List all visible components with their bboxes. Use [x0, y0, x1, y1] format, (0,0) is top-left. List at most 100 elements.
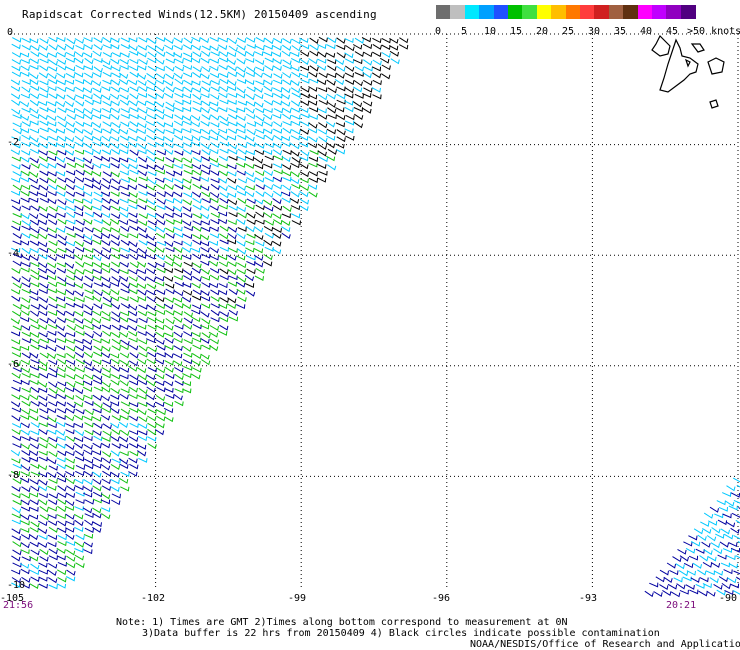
- wind-barb: [246, 268, 256, 275]
- wind-barb: [57, 527, 67, 534]
- wind-barb: [65, 156, 75, 162]
- colorbar-segment: [652, 5, 667, 19]
- wind-barb: [66, 206, 76, 212]
- wind-barb: [155, 380, 165, 386]
- wind-barb: [273, 37, 283, 44]
- wind-barb: [83, 79, 93, 86]
- wind-barb: [182, 142, 192, 148]
- wind-barb: [120, 52, 130, 58]
- wind-barb: [120, 44, 130, 50]
- wind-barb: [47, 177, 57, 184]
- wind-barb: [47, 72, 57, 80]
- wind-barb: [74, 72, 84, 78]
- wind-barb: [100, 442, 111, 449]
- wind-barb: [164, 366, 174, 373]
- wind-barb: [57, 498, 67, 505]
- wind-barb: [120, 163, 130, 170]
- wind-barb: [210, 94, 220, 100]
- wind-barb: [146, 380, 156, 387]
- wind-barb: [38, 428, 48, 436]
- wind-barb: [678, 570, 689, 577]
- wind-barb: [263, 108, 273, 114]
- wind-barb: [174, 324, 184, 330]
- wind-barb: [146, 289, 156, 296]
- wind-barb: [363, 66, 373, 72]
- wind-barb: [723, 533, 734, 540]
- wind-barb: [165, 58, 175, 64]
- wind-barb: [318, 122, 328, 129]
- wind-barb: [733, 535, 740, 540]
- wind-barb: [56, 212, 66, 218]
- wind-barb: [389, 50, 399, 57]
- wind-barb: [146, 246, 157, 253]
- wind-barb: [210, 309, 220, 317]
- wind-barb: [237, 248, 247, 255]
- wind-barb: [192, 169, 202, 176]
- wind-barb: [38, 360, 48, 367]
- wind-barb: [75, 219, 85, 226]
- wind-barb: [254, 59, 265, 66]
- wind-barb: [47, 311, 58, 316]
- wind-barb: [272, 163, 283, 169]
- wind-barb: [21, 232, 31, 239]
- wind-barb: [12, 282, 22, 289]
- wind-barb: [718, 576, 729, 583]
- wind-barb: [325, 155, 336, 162]
- wind-barb: [291, 129, 301, 135]
- wind-barb: [39, 52, 49, 59]
- wind-barb: [262, 149, 273, 155]
- wind-barb: [236, 288, 246, 295]
- wind-barb: [318, 87, 328, 93]
- wind-barb: [110, 240, 120, 247]
- wind-barb: [191, 373, 201, 380]
- wind-barb: [66, 38, 76, 45]
- wind-barb: [201, 45, 211, 51]
- wind-barb: [715, 533, 725, 539]
- wind-barb: [154, 92, 165, 100]
- wind-barb: [138, 402, 148, 407]
- wind-barb: [163, 80, 174, 87]
- wind-barb: [137, 143, 147, 150]
- wind-barb: [263, 225, 274, 232]
- wind-barb: [48, 451, 58, 458]
- wind-barb: [55, 101, 66, 108]
- wind-barb: [47, 534, 58, 540]
- wind-barb: [119, 149, 129, 155]
- wind-barb: [217, 211, 228, 217]
- wind-barb: [110, 463, 121, 470]
- wind-barb: [156, 50, 166, 58]
- wind-barb: [38, 150, 48, 156]
- wind-barb: [83, 204, 93, 211]
- wind-barb: [57, 281, 67, 287]
- wind-barb: [308, 162, 318, 168]
- wind-barb: [381, 73, 391, 80]
- wind-barb: [164, 345, 174, 351]
- wind-barb: [11, 52, 22, 58]
- wind-barb: [720, 562, 730, 568]
- wind-barb: [137, 122, 147, 129]
- wind-barb: [282, 127, 292, 134]
- wind-barb: [272, 197, 282, 205]
- wind-barb: [56, 386, 66, 393]
- wind-barb: [236, 255, 246, 261]
- wind-barb: [183, 339, 193, 345]
- wind-barb: [137, 247, 148, 255]
- wind-barb: [272, 65, 282, 71]
- wind-barb: [75, 246, 85, 253]
- wind-barb: [92, 526, 102, 533]
- wind-barb: [272, 213, 282, 220]
- wind-barb: [146, 205, 156, 211]
- wind-barb: [129, 93, 139, 100]
- wind-barb: [65, 443, 75, 451]
- wind-barb: [120, 408, 130, 415]
- wind-barb: [335, 143, 345, 149]
- wind-barb: [156, 241, 166, 247]
- wind-barb: [100, 191, 111, 197]
- wind-barb: [38, 262, 48, 269]
- wind-barb: [253, 226, 264, 233]
- wind-barb: [66, 381, 76, 388]
- wind-barb: [57, 107, 67, 113]
- wind-barb: [74, 526, 84, 532]
- wind-barb: [237, 50, 247, 57]
- wind-barb: [219, 197, 229, 204]
